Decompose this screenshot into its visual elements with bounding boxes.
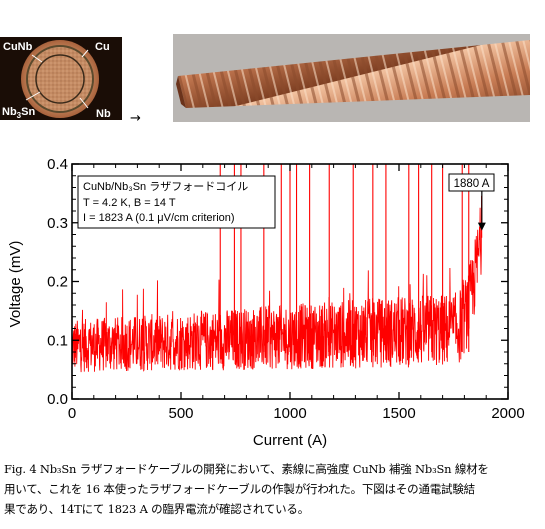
y-tick-label: 0.1 bbox=[47, 332, 68, 349]
caption-line-3: 果であり、14Tにて 1823 A の臨界電流が確認されている。 bbox=[4, 502, 310, 516]
x-axis-label: Current (A) bbox=[253, 432, 327, 449]
y-tick-label: 0.2 bbox=[47, 274, 68, 291]
label-cunb: CuNb bbox=[3, 41, 33, 53]
legend-line3: I = 1823 A (0.1 μV/cm criterion) bbox=[83, 212, 235, 224]
label-nb: Nb bbox=[96, 108, 111, 120]
cross-section-photo bbox=[0, 37, 122, 120]
x-tick-label: 1500 bbox=[382, 405, 415, 422]
label-nb3sn: Nb3Sn bbox=[2, 106, 35, 120]
critical-current-annotation: 1880 A bbox=[448, 173, 495, 231]
x-tick-label: 500 bbox=[168, 405, 193, 422]
x-tick-label: 1000 bbox=[273, 405, 306, 422]
noise-signal-line bbox=[71, 195, 483, 373]
plot-area bbox=[71, 163, 509, 400]
annotation-label: 1880 A bbox=[454, 178, 490, 190]
x-tick-label: 0 bbox=[68, 405, 76, 422]
y-tick-label: 0.0 bbox=[47, 391, 68, 408]
cable-photo bbox=[173, 34, 530, 122]
x-tick-label: 2000 bbox=[491, 405, 524, 422]
y-tick-labels: 0.0 0.1 0.2 0.3 0.4 bbox=[47, 156, 68, 408]
legend-box: CuNb/Nb₃Sn ラザフォードコイル T = 4.2 K, B = 14 T… bbox=[77, 175, 276, 229]
label-cu: Cu bbox=[95, 41, 110, 53]
y-tick-label: 0.3 bbox=[47, 215, 68, 232]
voltage-current-chart: Voltage (mV) Current (A) 0.0 0.1 0.2 0.3 0.4… bbox=[7, 156, 525, 449]
y-axis-label: Voltage (mV) bbox=[7, 241, 24, 328]
axis-tick-marks bbox=[71, 163, 509, 400]
legend-line2: T = 4.2 K, B = 14 T bbox=[83, 197, 176, 209]
annotation-arrow-head bbox=[477, 222, 486, 231]
caption-line-2: 用いて、これを 16 本使ったラザフォードケーブルの作製が行われた。下図はその通… bbox=[4, 482, 475, 496]
caption-line-1: Fig. 4 Nb₃Sn ラザフォードケーブルの開発において、素線に高強度 Cu… bbox=[4, 462, 489, 476]
x-tick-labels: 0 500 1000 1500 2000 bbox=[68, 405, 525, 422]
figure-caption: Fig. 4 Nb₃Sn ラザフォードケーブルの開発において、素線に高強度 Cu… bbox=[4, 459, 542, 519]
y-tick-label: 0.4 bbox=[47, 156, 68, 173]
noise-signal-series bbox=[71, 195, 483, 373]
arrow-right-icon: → bbox=[130, 111, 141, 126]
legend-title: CuNb/Nb₃Sn ラザフォードコイル bbox=[83, 180, 248, 193]
figure-photos: CuNb Cu Nb3Sn Nb → bbox=[0, 34, 530, 126]
